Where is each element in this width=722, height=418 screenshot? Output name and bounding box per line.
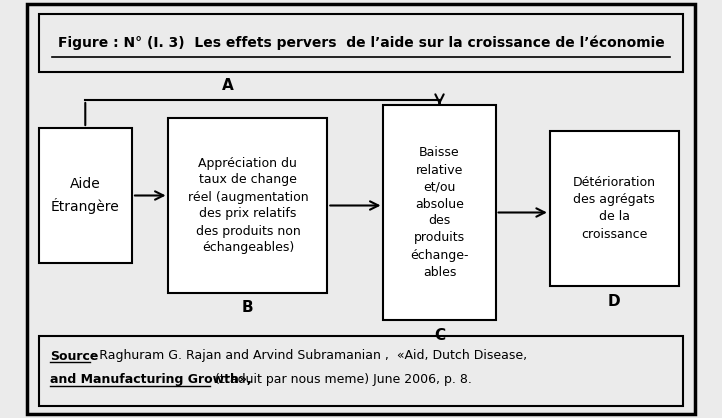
- Text: Aide
Étrangère: Aide Étrangère: [51, 176, 120, 214]
- Text: Figure : N° (I. 3)  Les effets pervers  de l’aide sur la croissance de l’économi: Figure : N° (I. 3) Les effets pervers de…: [58, 36, 664, 50]
- FancyBboxPatch shape: [38, 128, 132, 263]
- Text: B: B: [242, 301, 253, 316]
- FancyBboxPatch shape: [38, 336, 684, 406]
- Text: Appréciation du
taux de change
réel (augmentation
des prix relatifs
des produits: Appréciation du taux de change réel (aug…: [188, 156, 308, 255]
- Text: Détérioration
des agrégats
de la
croissance: Détérioration des agrégats de la croissa…: [573, 176, 656, 240]
- Text: and Manufacturing Growth»,: and Manufacturing Growth»,: [50, 374, 251, 387]
- FancyBboxPatch shape: [38, 14, 684, 72]
- FancyBboxPatch shape: [549, 131, 679, 286]
- Text: C: C: [434, 327, 445, 342]
- FancyBboxPatch shape: [383, 105, 495, 320]
- FancyBboxPatch shape: [27, 4, 695, 414]
- Text: D: D: [608, 293, 621, 308]
- Text: (traduit par nous meme) June 2006, p. 8.: (traduit par nous meme) June 2006, p. 8.: [212, 374, 472, 387]
- Text: Source: Source: [50, 349, 98, 362]
- Text: A: A: [222, 79, 233, 94]
- Text: : Raghuram G. Rajan and Arvind Subramanian ,  «Aid, Dutch Disease,: : Raghuram G. Rajan and Arvind Subramani…: [91, 349, 527, 362]
- FancyBboxPatch shape: [168, 118, 327, 293]
- Text: Baisse
relative
et/ou
absolue
des
produits
échange-
ables: Baisse relative et/ou absolue des produi…: [410, 146, 469, 278]
